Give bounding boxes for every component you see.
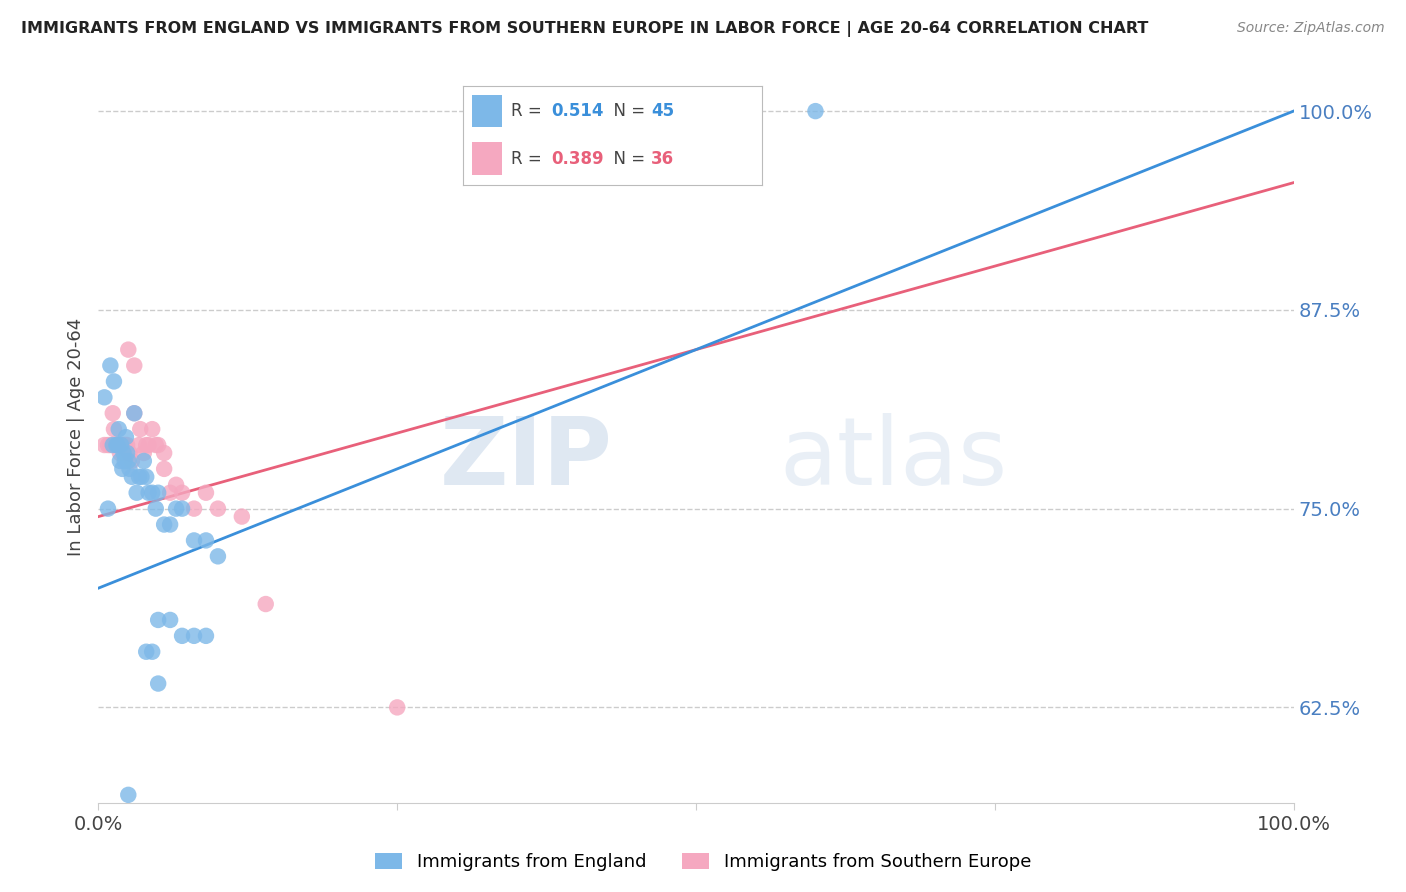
Point bbox=[114, 454, 136, 468]
Point bbox=[135, 470, 157, 484]
Point bbox=[172, 629, 194, 643]
Point bbox=[195, 629, 218, 643]
Point bbox=[165, 477, 187, 491]
Point bbox=[93, 390, 115, 404]
Text: Source: ZipAtlas.com: Source: ZipAtlas.com bbox=[1237, 21, 1385, 35]
Point bbox=[105, 438, 128, 452]
Point bbox=[105, 438, 128, 452]
Point bbox=[159, 485, 181, 500]
Point bbox=[124, 406, 146, 420]
Point bbox=[165, 501, 187, 516]
Point bbox=[103, 375, 125, 389]
Point bbox=[97, 501, 120, 516]
Point bbox=[207, 549, 229, 564]
Point bbox=[117, 343, 139, 357]
Point bbox=[254, 597, 277, 611]
Point bbox=[153, 517, 176, 532]
Point bbox=[172, 501, 194, 516]
Point bbox=[131, 470, 153, 484]
Point bbox=[107, 438, 129, 452]
Point bbox=[231, 509, 253, 524]
Text: atlas: atlas bbox=[779, 413, 1008, 505]
Point bbox=[93, 438, 115, 452]
Point bbox=[153, 446, 176, 460]
Point bbox=[135, 438, 157, 452]
Point bbox=[103, 422, 125, 436]
Point bbox=[125, 485, 148, 500]
Point bbox=[124, 406, 146, 420]
Legend: Immigrants from England, Immigrants from Southern Europe: Immigrants from England, Immigrants from… bbox=[368, 846, 1038, 879]
Point bbox=[124, 359, 146, 373]
Point bbox=[141, 645, 163, 659]
Point bbox=[195, 533, 218, 548]
Point bbox=[107, 438, 129, 452]
Y-axis label: In Labor Force | Age 20-64: In Labor Force | Age 20-64 bbox=[66, 318, 84, 557]
Point bbox=[115, 446, 138, 460]
Point bbox=[108, 446, 131, 460]
Point bbox=[98, 438, 122, 452]
Point bbox=[115, 438, 138, 452]
Point bbox=[108, 454, 131, 468]
Point bbox=[141, 485, 163, 500]
Point bbox=[385, 700, 409, 714]
Point bbox=[97, 438, 120, 452]
Text: ZIP: ZIP bbox=[440, 413, 613, 505]
Point bbox=[135, 645, 157, 659]
Point bbox=[115, 430, 138, 444]
Point bbox=[121, 470, 143, 484]
Point bbox=[121, 454, 143, 468]
Point bbox=[138, 438, 160, 452]
Point bbox=[145, 438, 167, 452]
Point bbox=[148, 613, 170, 627]
Point bbox=[183, 533, 205, 548]
Point bbox=[172, 485, 194, 500]
Point bbox=[101, 406, 124, 420]
Point bbox=[117, 788, 139, 802]
Point bbox=[118, 446, 141, 460]
Point bbox=[112, 446, 135, 460]
Point bbox=[118, 462, 141, 476]
Point bbox=[159, 517, 181, 532]
Point bbox=[111, 462, 134, 476]
Point bbox=[132, 454, 155, 468]
Point bbox=[148, 438, 170, 452]
Point bbox=[114, 438, 136, 452]
Point bbox=[111, 438, 134, 452]
Point bbox=[141, 422, 163, 436]
Point bbox=[107, 422, 129, 436]
Point bbox=[128, 438, 150, 452]
Point bbox=[129, 422, 152, 436]
Point bbox=[117, 454, 139, 468]
Point bbox=[195, 485, 218, 500]
Point bbox=[110, 438, 132, 452]
Point bbox=[128, 470, 150, 484]
Point bbox=[159, 613, 181, 627]
Point bbox=[207, 501, 229, 516]
Point bbox=[145, 501, 167, 516]
Point bbox=[148, 676, 170, 690]
Text: IMMIGRANTS FROM ENGLAND VS IMMIGRANTS FROM SOUTHERN EUROPE IN LABOR FORCE | AGE : IMMIGRANTS FROM ENGLAND VS IMMIGRANTS FR… bbox=[21, 21, 1149, 37]
Point bbox=[138, 485, 160, 500]
Point bbox=[132, 446, 155, 460]
Point bbox=[101, 438, 124, 452]
Point bbox=[183, 501, 205, 516]
Point bbox=[107, 438, 129, 452]
Point bbox=[804, 104, 827, 119]
Point bbox=[183, 629, 205, 643]
Point bbox=[148, 485, 170, 500]
Point bbox=[98, 359, 122, 373]
Point bbox=[153, 462, 176, 476]
